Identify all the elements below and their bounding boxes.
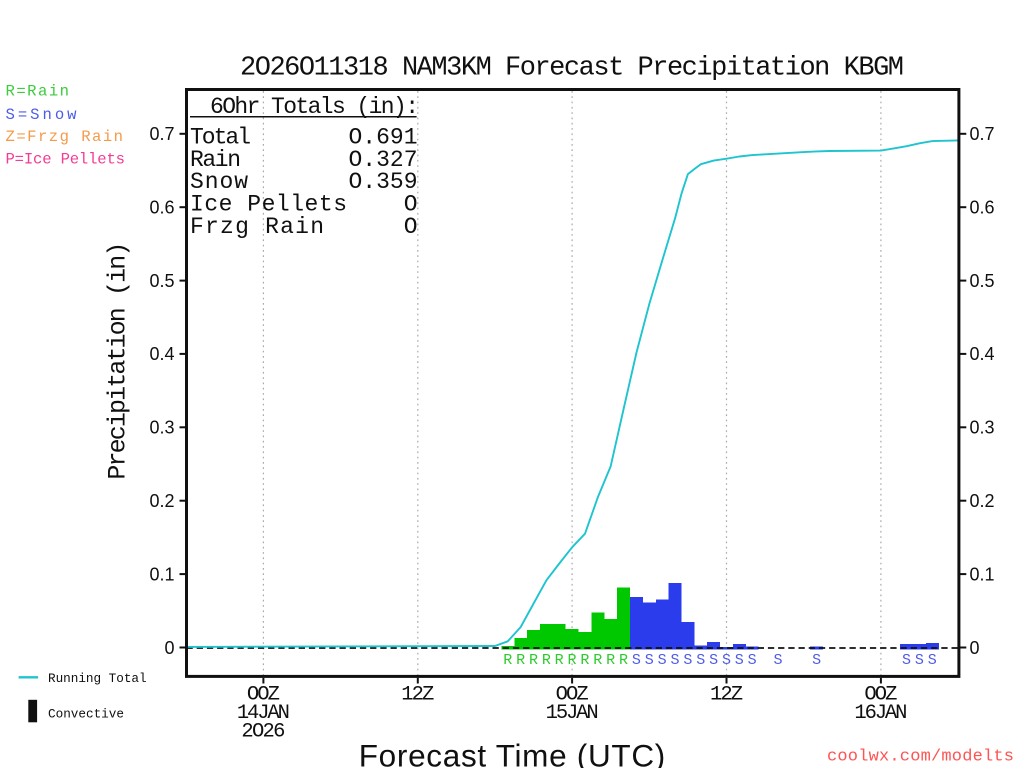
- svg-text:0: 0: [970, 638, 980, 658]
- svg-text:R=Rain: R=Rain: [6, 83, 70, 101]
- svg-text:Ice Pellets: Ice Pellets: [190, 192, 347, 218]
- svg-text:0.1: 0.1: [970, 564, 995, 584]
- svg-text:16JAN: 16JAN: [854, 702, 907, 725]
- svg-text:6Ohr Totals (in):: 6Ohr Totals (in):: [210, 94, 419, 120]
- svg-text:0.5: 0.5: [149, 271, 174, 291]
- svg-text:OOZ: OOZ: [247, 684, 280, 707]
- svg-text:SSSSSSSSSS: SSSSSSSSSS: [632, 652, 761, 669]
- svg-text:Total: Total: [190, 124, 251, 150]
- svg-text:Convective: Convective: [48, 706, 124, 721]
- svg-text:15JAN: 15JAN: [546, 702, 599, 725]
- svg-text:0.2: 0.2: [970, 491, 995, 511]
- svg-text:S: S: [812, 652, 821, 669]
- svg-text:0.3: 0.3: [149, 418, 174, 438]
- svg-text:SSS: SSS: [902, 652, 941, 669]
- svg-text:O.359: O.359: [348, 169, 417, 195]
- svg-text:OOZ: OOZ: [864, 684, 897, 707]
- svg-text:0.3: 0.3: [970, 418, 995, 438]
- svg-text:12Z: 12Z: [401, 684, 434, 707]
- svg-text:O.327: O.327: [348, 147, 417, 173]
- svg-text:coolwx.com/modelts: coolwx.com/modelts: [827, 748, 1014, 767]
- svg-text:P=Ice Pellets: P=Ice Pellets: [6, 150, 126, 168]
- svg-text:O: O: [404, 214, 418, 240]
- svg-text:0.6: 0.6: [970, 198, 995, 218]
- svg-text:Snow: Snow: [190, 169, 248, 195]
- svg-text:O.691: O.691: [348, 124, 417, 150]
- svg-text:2O26O11318 NAM3KM Forecast Pre: 2O26O11318 NAM3KM Forecast Precipitation…: [240, 54, 904, 84]
- svg-text:Z=Frzg Rain: Z=Frzg Rain: [6, 128, 124, 146]
- svg-text:Forecast Time (UTC): Forecast Time (UTC): [359, 738, 666, 768]
- svg-text:0.4: 0.4: [970, 344, 995, 364]
- svg-text:0.1: 0.1: [149, 564, 174, 584]
- svg-text:0.5: 0.5: [970, 271, 995, 291]
- svg-text:Frzg Rain: Frzg Rain: [190, 214, 324, 240]
- svg-text:Running Total: Running Total: [48, 671, 147, 686]
- svg-text:2O26: 2O26: [241, 721, 285, 744]
- svg-text:RRRRRRRRRR: RRRRRRRRRR: [503, 652, 632, 669]
- svg-text:O: O: [404, 192, 418, 218]
- svg-text:0.2: 0.2: [149, 491, 174, 511]
- svg-text:12Z: 12Z: [710, 684, 743, 707]
- svg-text:S: S: [773, 652, 782, 669]
- svg-text:0: 0: [164, 638, 174, 658]
- svg-text:0.4: 0.4: [149, 344, 174, 364]
- svg-text:Rain: Rain: [190, 147, 241, 173]
- svg-text:14JAN: 14JAN: [237, 702, 290, 725]
- svg-text:Precipitation (in): Precipitation (in): [104, 242, 133, 480]
- svg-text:0.7: 0.7: [149, 124, 174, 144]
- svg-text:OOZ: OOZ: [556, 684, 589, 707]
- svg-text:0.6: 0.6: [149, 198, 174, 218]
- svg-text:0.7: 0.7: [970, 124, 995, 144]
